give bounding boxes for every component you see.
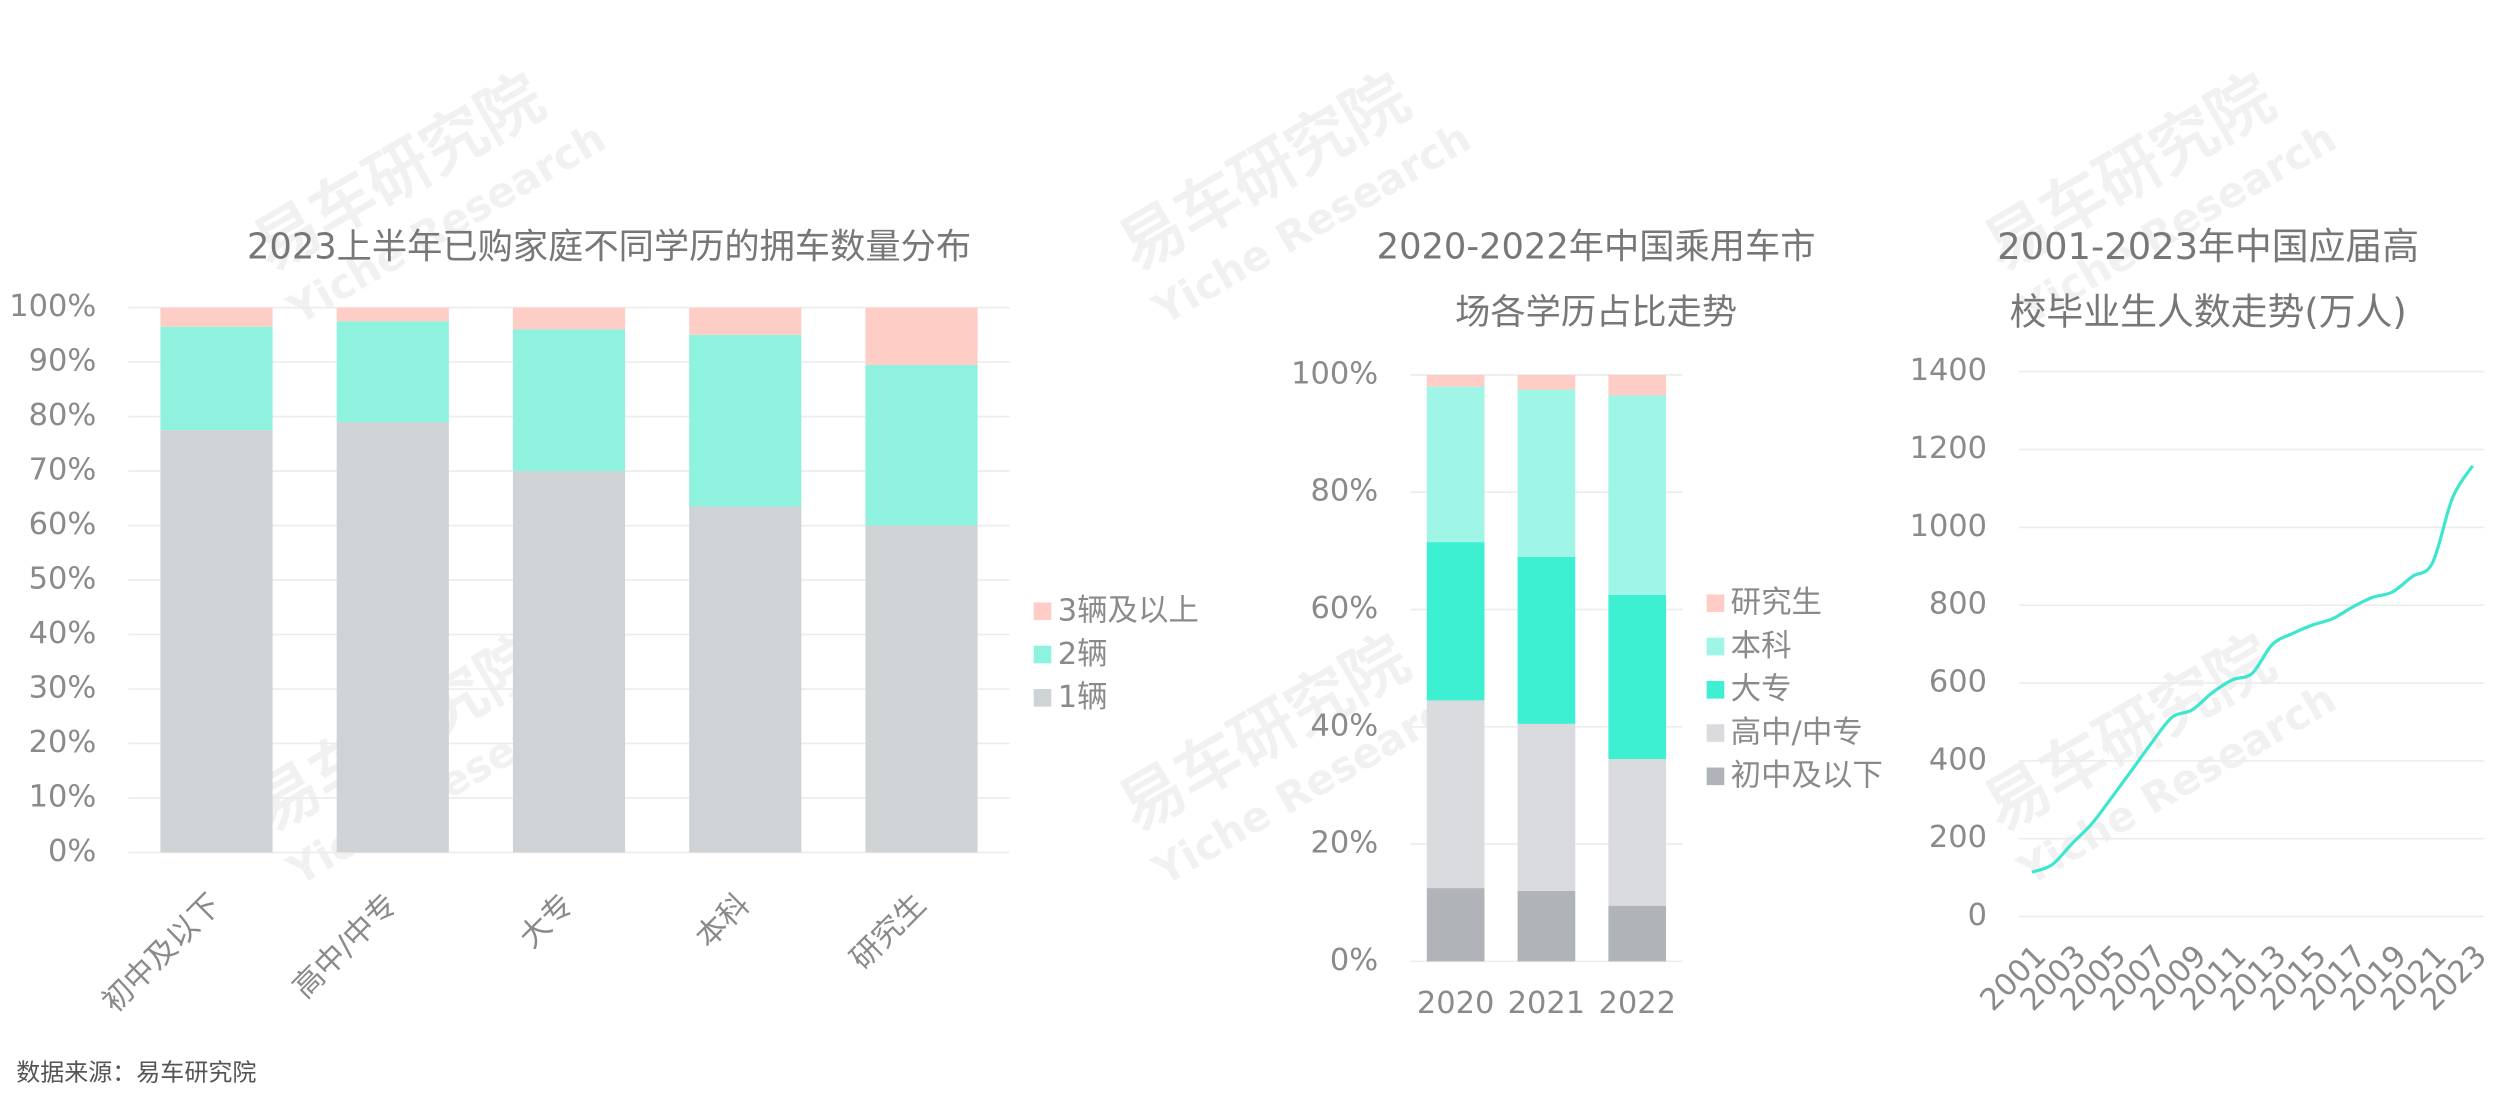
bar-segment [512,307,626,330]
legend-swatch [1706,637,1725,656]
y-tick-label: 40% [1311,708,1379,743]
source-note: 数据来源：易车研究院 [16,1059,256,1087]
y-tick-label: 20% [29,725,97,760]
y-tick-label: 400 [1929,742,1987,777]
bar-segment [1517,723,1576,892]
legend-swatch [1706,767,1725,786]
y-tick-label: 1200 [1910,431,1987,466]
bar-segment [1608,395,1667,595]
chart-title: 2001-2023年中国应届高 [1997,225,2419,268]
x-tick-label: 研究生 [844,887,933,976]
legend-label: 高中/中专 [1731,715,1863,750]
legend-swatch [1706,594,1725,613]
bar-segment [160,326,273,431]
y-tick-label: 80% [1311,474,1379,509]
bar-segment [160,307,273,327]
bar-segment [1608,374,1667,396]
y-tick-label: 0% [48,834,96,869]
bar-segment [1517,556,1576,724]
y-tick-label: 20% [1311,826,1379,861]
bar-segment [689,307,802,335]
x-tick-label: 本科 [689,887,757,955]
legend-swatch [1033,602,1052,621]
y-tick-label: 90% [29,344,97,379]
bar-segment [1426,888,1485,962]
x-tick-label: 高中/中专 [286,887,404,1005]
y-tick-label: 0% [1330,943,1378,978]
legend-label: 初中及以下 [1731,759,1883,794]
y-tick-label: 60% [1311,591,1379,626]
y-tick-label: 200 [1929,820,1987,855]
bar-segment [336,307,449,322]
legend-label: 研究生 [1731,586,1822,621]
x-tick-label: 2022 [1598,986,1675,1021]
y-tick-label: 30% [29,670,97,705]
bar-segment [1608,594,1667,760]
legend-label: 大专 [1731,672,1792,707]
chart-title: 场各学历占比走势 [1455,292,1737,333]
y-tick-label: 1400 [1910,353,1987,388]
chart-title: 2023上半年已购家庭不同学历的拥车数量分布 [247,226,971,267]
y-tick-label: 60% [29,507,97,542]
bar-segment [689,334,802,507]
legend-label: 3辆及以上 [1058,594,1199,629]
y-tick-label: 80% [29,398,97,433]
bar-segment [1426,386,1485,543]
y-tick-label: 40% [29,616,97,651]
y-tick-label: 100% [1291,356,1378,391]
bar-segment [1426,374,1485,387]
y-tick-label: 70% [29,453,97,488]
bar-segment [512,329,626,472]
bar-segment [160,430,273,853]
bar-segment [1608,905,1667,962]
legend-swatch [1033,688,1052,707]
y-tick-label: 600 [1929,665,1987,700]
legend-swatch [1706,680,1725,699]
bar-segment [1426,542,1485,701]
y-tick-label: 800 [1929,587,1987,622]
y-tick-label: 1000 [1910,509,1987,544]
x-tick-label: 2020 [1417,986,1494,1021]
bar-segment [336,422,449,853]
legend-swatch [1706,724,1725,742]
bar-segment [865,525,978,853]
y-tick-label: 0 [1968,898,1987,933]
legend-swatch [1033,645,1052,664]
bar-segment [1517,389,1576,557]
bar-segment [689,506,802,853]
x-tick-label: 初中及以下 [96,887,228,1019]
chart-title: 2020-2022年中国乘用车市 [1377,226,1816,267]
legend-label: 本科 [1731,629,1792,664]
legend-label: 2辆 [1058,637,1108,672]
y-tick-label: 50% [29,562,97,597]
legend-label: 1辆 [1058,680,1108,715]
y-tick-label: 100% [9,289,96,324]
bar-segment [1517,374,1576,390]
x-tick-label: 大专 [513,887,581,955]
bar-segment [1517,891,1576,962]
bar-segment [1608,759,1667,906]
bar-segment [512,471,626,853]
bar-segment [336,321,449,423]
x-tick-label: 2021 [1508,986,1585,1021]
bar-segment [865,364,978,526]
y-tick-label: 10% [29,779,97,814]
chart-title: 校毕业生人数走势(万人) [2010,291,2407,334]
bar-segment [865,307,978,365]
line-series [2031,465,2474,874]
bar-segment [1426,700,1485,889]
